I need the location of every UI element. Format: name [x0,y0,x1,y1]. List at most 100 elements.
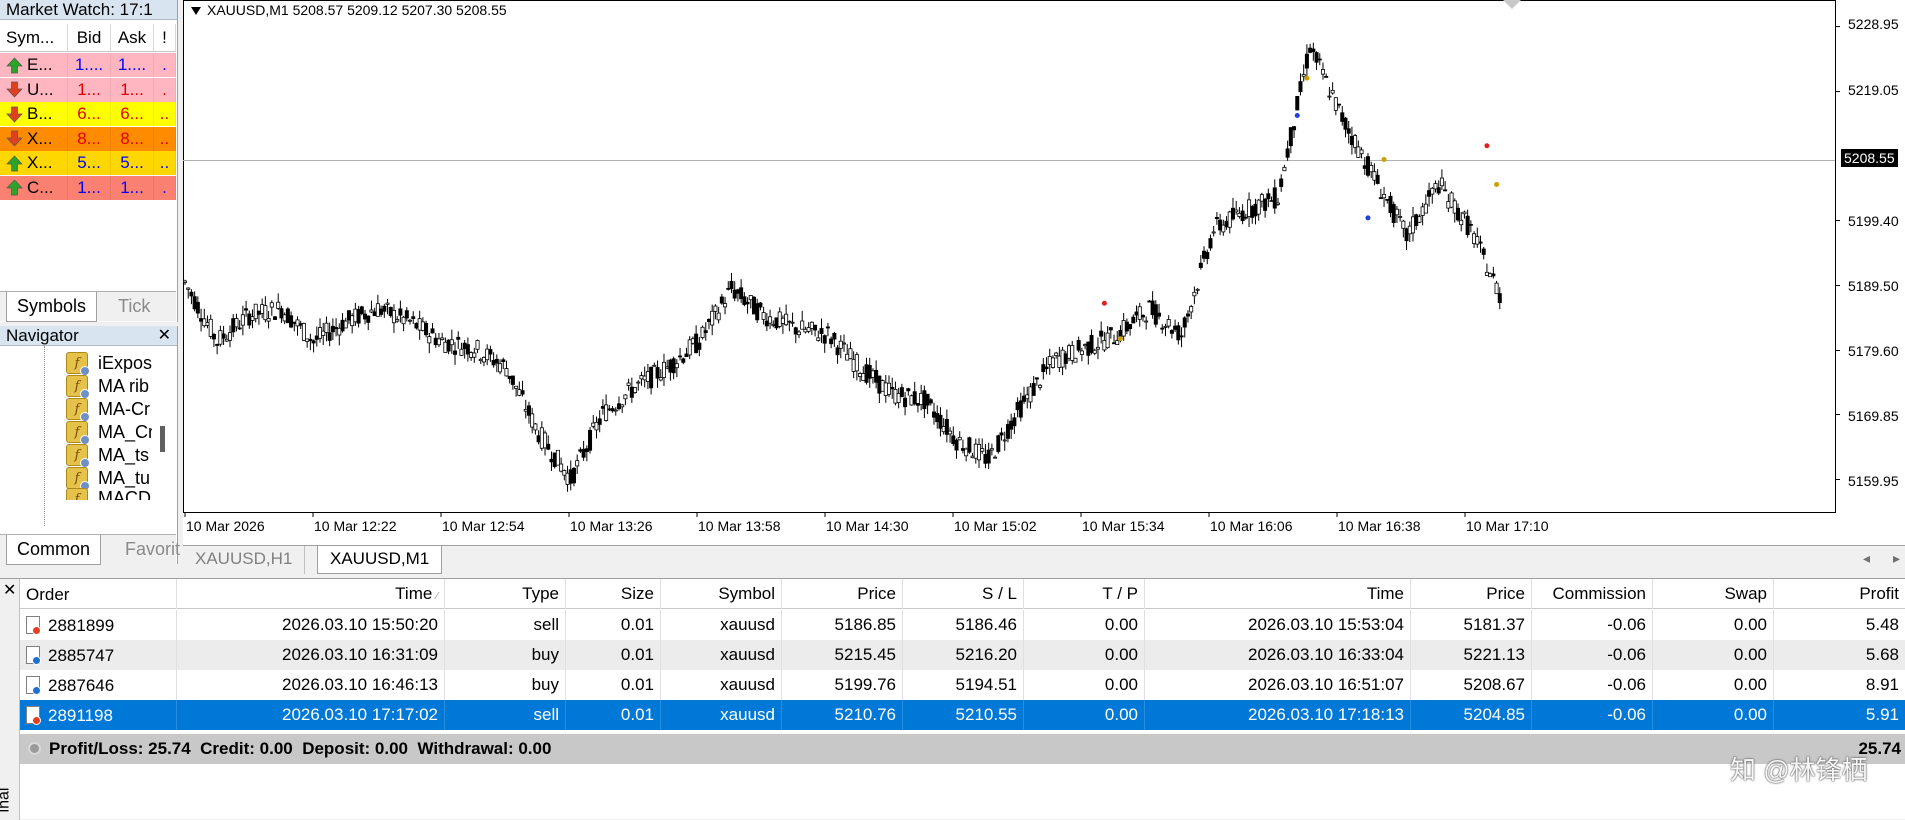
trade-marker [1117,336,1123,342]
col-header-open-time[interactable]: Time ⁄ [177,579,445,609]
candle-body [835,347,840,356]
col-header-symbol[interactable]: Sym... [0,24,68,51]
arrow-down-icon [6,130,23,147]
extra-cell: .. [154,126,176,151]
candle-body [996,435,1001,452]
candle-body [533,423,538,431]
candle-body [858,373,863,377]
bid-cell: 5... [68,151,111,175]
market-watch-row[interactable]: U... 1... 1.... [0,77,176,102]
candle-body [1083,344,1088,347]
price-chart[interactable] [183,0,1905,545]
arrow-down-icon [6,106,23,123]
scroll-right-icon[interactable]: ▸ [1893,550,1901,566]
candle-body [475,340,480,350]
candle-body [1494,282,1499,295]
chart-menu-icon[interactable] [191,7,201,16]
candle-body [645,371,650,382]
col-header-size[interactable]: Size [566,579,661,609]
col-header-symbol[interactable]: Symbol [661,579,782,609]
candle-body [764,320,769,327]
history-row[interactable]: 2881899 2026.03.10 15:50:20 sell 0.01 xauusd… [20,610,1905,640]
candle-body [1140,314,1145,318]
tab-tick-chart[interactable]: Tick Ch [118,296,151,344]
col-header-profit[interactable]: Profit [1859,584,1899,603]
col-header-close-time[interactable]: Time [1145,579,1411,609]
close-price-cell: 5208.67 [1411,670,1532,700]
col-header-close-price[interactable]: Price [1411,579,1532,609]
close-time-cell: 2026.03.10 17:18:13 [1145,700,1411,730]
market-watch-row[interactable]: E... 1.... 1..... [0,53,176,77]
col-header-tp[interactable]: T / P [1024,579,1145,609]
candle-body [1292,126,1297,131]
col-header-bid[interactable]: Bid [68,24,111,51]
scroll-left-icon[interactable]: ◂ [1863,550,1871,566]
terminal-close-icon[interactable]: ✕ [3,582,17,599]
candle-body [957,436,962,441]
candle-body [642,375,647,381]
chart-shift-marker[interactable] [1503,0,1521,9]
col-header-ask[interactable]: Ask [111,24,154,51]
col-header-price[interactable]: Price [782,579,903,609]
candle-body [256,310,261,315]
candle-body [1394,208,1399,216]
candle-body [716,312,721,321]
candle-body [883,382,888,396]
trade-marker [1494,181,1500,187]
tab-symbols[interactable]: Symbols [6,292,98,322]
navigator-item[interactable]: f MA_ts [66,442,152,468]
candle-body [935,413,940,423]
navigator-item[interactable]: f MA_tu [66,465,152,491]
candle-body [758,302,763,308]
candle-body [1266,193,1271,200]
candle-body [1169,330,1174,334]
candle-body [948,430,953,435]
extra-cell: . [154,175,176,200]
terminal-label: inal [0,787,13,813]
col-header-commission[interactable]: Commission [1532,579,1653,609]
col-header-extra[interactable]: ! [154,24,176,51]
candle-body [244,308,249,311]
market-watch-row[interactable]: B... 6... 6..... [0,102,176,126]
tab-xauusd-m1[interactable]: XAUUSD,M1 [317,546,443,574]
candle-body [478,358,483,362]
market-watch-row[interactable]: X... 8... 8..... [0,126,176,151]
candle-body [838,340,843,349]
candle-body [1430,187,1435,195]
col-header-sl[interactable]: S / L [903,579,1024,609]
col-header-swap[interactable]: Swap [1653,579,1774,609]
navigator-scrollbar[interactable] [160,426,165,452]
candle-body [1211,231,1216,234]
candle-body [1047,356,1052,365]
candle-body [832,332,837,340]
candle-body [1112,342,1117,345]
candle-body [526,405,531,416]
navigator-close-icon[interactable]: ✕ [157,327,171,344]
navigator-item[interactable]: f MA_Cr [66,419,152,445]
history-row[interactable]: 2887646 2026.03.10 16:46:13 buy 0.01 xauusd 5… [20,670,1905,700]
sl-cell: 5210.55 [903,700,1024,730]
col-header-type[interactable]: Type [445,579,566,609]
time-label: 10 Mar 15:34 [1082,518,1165,534]
chart-window[interactable]: XAUUSD,M1 5208.57 5209.12 5207.30 5208.5… [183,0,1905,545]
market-watch-row[interactable]: X... 5... 5..... [0,151,176,175]
history-row[interactable]: 2891198 2026.03.10 17:17:02 sell 0.01 xauusd… [20,700,1905,730]
candle-body [565,472,570,485]
candle-body [806,327,811,332]
col-header-order[interactable]: Order [20,579,177,609]
candle-body [784,313,789,326]
tab-xauusd-h1[interactable]: XAUUSD,H1 [183,546,306,574]
candle-body [655,367,660,379]
tab-favorites[interactable]: Favorit [125,539,181,559]
tab-common[interactable]: Common [6,535,102,565]
candle-body [404,310,409,319]
candle-body [1179,335,1184,338]
candle-body [1099,330,1104,337]
history-row[interactable]: 2885747 2026.03.10 16:31:09 buy 0.01 xauusd 5… [20,640,1905,670]
candle-body [273,316,278,320]
navigator-item[interactable]: f MACD [66,488,152,500]
candle-body [195,301,200,314]
candle-body [652,364,657,367]
market-watch-row[interactable]: C... 1... 1.... [0,175,176,200]
sl-cell: 5216.20 [903,640,1024,670]
